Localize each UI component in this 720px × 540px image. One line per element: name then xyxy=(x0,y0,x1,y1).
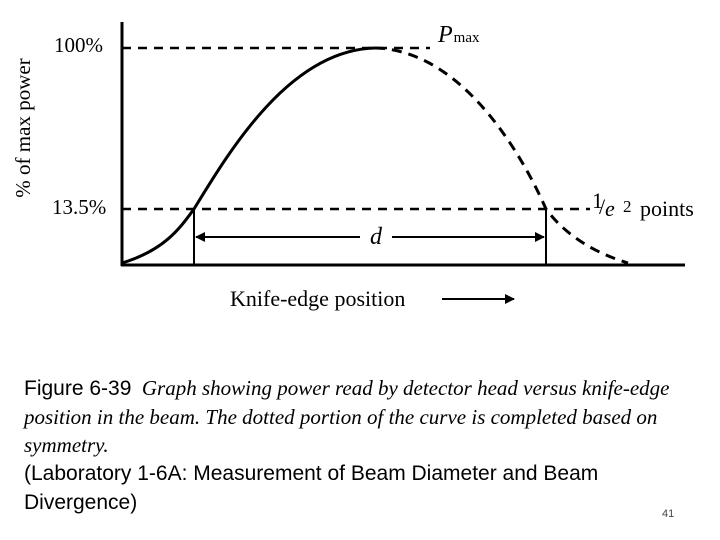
svg-text:points: points xyxy=(640,196,694,221)
e2-points-label: 1 / e 2 points xyxy=(592,188,694,221)
measured-curve xyxy=(121,46,376,265)
tick-label-100: 100% xyxy=(54,33,103,57)
svg-text:1: 1 xyxy=(592,188,603,213)
svg-text:/: / xyxy=(599,194,606,219)
pmax-label: Pmax xyxy=(437,22,480,48)
page-number: 41 xyxy=(662,508,675,520)
svg-text:e: e xyxy=(605,196,615,221)
y-axis-label: % of max power xyxy=(11,58,35,197)
caption-description: Graph showing power read by detector hea… xyxy=(24,376,670,457)
caption-lab-reference: (Laboratory 1-6A: Measurement of Beam Di… xyxy=(24,462,599,514)
figure-caption: Figure 6-39 Graph showing power read by … xyxy=(24,374,704,517)
caption-figure-number: Figure 6-39 xyxy=(24,377,132,400)
svg-text:2: 2 xyxy=(623,197,632,216)
tick-label-13-5: 13.5% xyxy=(52,195,106,219)
diameter-label: d xyxy=(370,224,383,250)
x-axis-label: Knife-edge position xyxy=(230,286,405,311)
knife-edge-diagram: % of max power 100% 13.5% Pmax d 1 / e 2… xyxy=(11,22,694,311)
symmetric-dashed-curve xyxy=(374,46,629,265)
